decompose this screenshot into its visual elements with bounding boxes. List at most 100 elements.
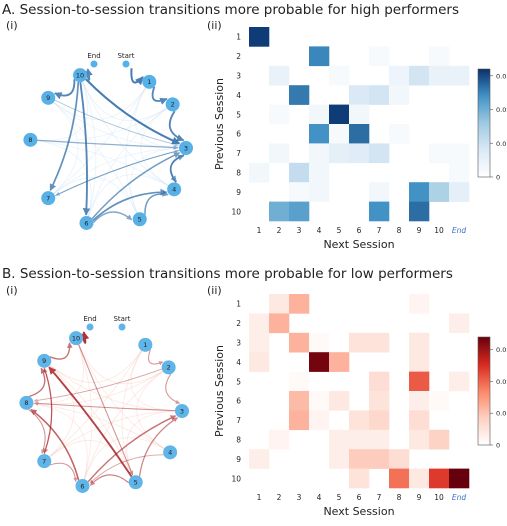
heatmap-cell [309, 46, 330, 67]
heatmap-cell [389, 449, 410, 469]
background-edge [43, 360, 183, 412]
session-node [79, 215, 94, 230]
background-edge [26, 402, 88, 487]
x-tick-label: 7 [377, 226, 382, 235]
transition-edge [33, 368, 163, 403]
y-tick-label: 10 [231, 207, 241, 216]
session-node-label: 2 [171, 101, 175, 109]
heatmap-cell [409, 410, 430, 431]
y-tick-label: 4 [236, 358, 241, 367]
heatmap-cell [409, 371, 430, 392]
start-node-label: Start [113, 315, 130, 323]
background-edge [30, 139, 175, 190]
heatmap-cell [409, 182, 430, 202]
heatmap-cell [289, 201, 310, 222]
heatmap-cell [309, 124, 330, 144]
y-tick-label: 7 [236, 416, 241, 425]
background-edge [79, 75, 175, 190]
x-tick-label: 9 [417, 493, 422, 502]
transition-edge [37, 139, 179, 150]
heatmap-cell [409, 65, 430, 86]
session-node [165, 97, 180, 112]
heatmap-cell [349, 410, 370, 431]
session-node [73, 68, 88, 83]
x-tick-label: 2 [277, 226, 282, 235]
heatmap-cell [429, 429, 450, 450]
background-edge [130, 147, 187, 220]
background-edge [82, 437, 171, 487]
session-node [179, 141, 193, 155]
background-edge [43, 440, 137, 483]
colorbar-tick-label: 0 [496, 442, 500, 450]
heatmap-cell [369, 332, 390, 353]
heatmap-cell [369, 46, 390, 67]
session-node [167, 182, 182, 197]
heatmap-cell [289, 371, 310, 392]
background-edge [140, 104, 175, 190]
y-tick-label: 3 [236, 72, 241, 81]
session-node [19, 395, 34, 410]
heatmap-cell [449, 313, 470, 334]
background-edge [130, 344, 183, 412]
heatmap-cell [349, 332, 370, 353]
transition-edge [92, 211, 133, 223]
transition-edge [138, 417, 179, 477]
session-node [138, 337, 153, 352]
session-node [142, 74, 157, 89]
background-edge [82, 367, 169, 487]
session-node-label: 5 [134, 479, 138, 487]
transition-edge [92, 188, 168, 222]
session-node [41, 90, 56, 105]
x-tick-label: 6 [357, 226, 362, 235]
heatmap-cell [289, 85, 310, 105]
transition-edge [28, 409, 46, 454]
heatmap-cell [409, 294, 430, 314]
background-edge [43, 410, 183, 462]
transition-edge [33, 401, 176, 412]
transition-edge [28, 367, 46, 398]
transition-edge [54, 99, 179, 147]
background-edge [75, 338, 93, 487]
y-tick-label: 2 [236, 52, 241, 61]
x-tick-label: 8 [397, 493, 402, 502]
heatmap-cell [249, 27, 270, 47]
heatmap-cell [329, 391, 350, 411]
session-node-label: 4 [168, 449, 172, 457]
session-node-label: 4 [172, 186, 176, 194]
x-axis-label: Next Session [323, 505, 394, 518]
background-edge [30, 139, 92, 224]
heatmap-cell [369, 182, 390, 202]
heatmap-cell [289, 332, 310, 353]
transition-edge [54, 149, 179, 197]
session-node-label: 2 [167, 364, 171, 372]
transition-edge [78, 344, 134, 476]
y-tick-label: 4 [236, 91, 241, 100]
heatmap-cell [409, 201, 430, 222]
transition-edge [151, 86, 168, 105]
heatmap-cell [409, 352, 430, 372]
session-node-label: 3 [180, 407, 184, 415]
heatmap-cell [309, 162, 330, 183]
background-edge [79, 75, 97, 224]
colorbar-tick-label: 0.02 [496, 378, 507, 386]
session-node-label: 1 [143, 341, 147, 349]
heatmap-cell [449, 65, 470, 86]
background-edge [47, 81, 150, 199]
transition-edge [87, 415, 177, 483]
background-edge [43, 360, 137, 483]
heatmap-cell [329, 429, 350, 450]
session-node-label: 8 [24, 399, 28, 407]
heatmap-cell [429, 391, 450, 411]
transition-edge [43, 368, 53, 455]
heatmap-cell [329, 124, 350, 144]
session-node [41, 191, 56, 206]
background-edge [47, 177, 141, 220]
transition-edge [85, 78, 181, 145]
session-node [128, 475, 143, 490]
session-node-label: 6 [84, 219, 88, 227]
background-edge [75, 338, 169, 384]
x-axis-label: Next Session [323, 238, 394, 251]
y-tick-label: 1 [236, 33, 241, 42]
panel-a-heatmap-label: (ii) [207, 19, 222, 32]
heatmap-cell [349, 429, 370, 450]
